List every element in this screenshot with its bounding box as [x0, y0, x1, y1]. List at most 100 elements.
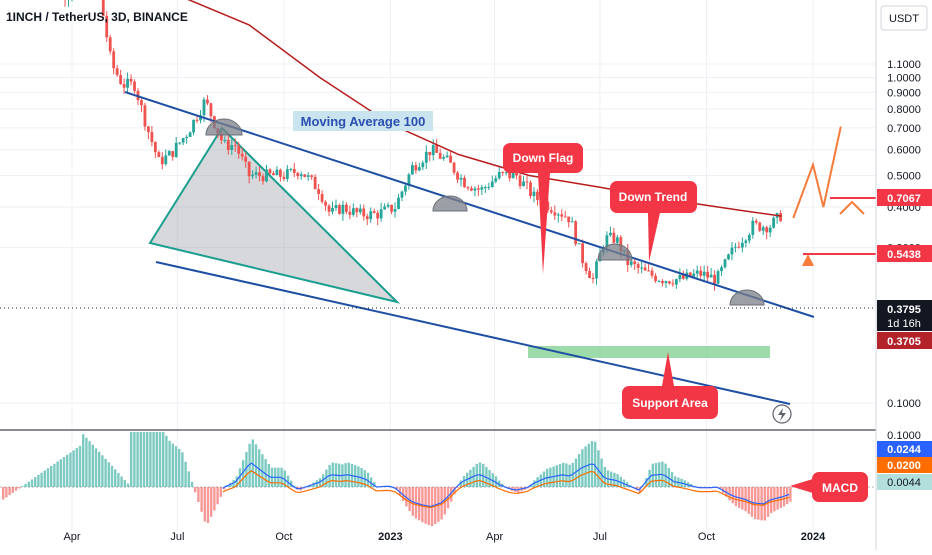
candle-body	[633, 261, 637, 265]
macd-histogram-bar	[574, 458, 578, 487]
macd-histogram-bar	[242, 460, 245, 487]
candle-body	[320, 193, 324, 202]
candle-body	[674, 279, 678, 285]
candle-body	[470, 188, 473, 191]
macd-histogram-bar	[290, 480, 293, 487]
candle-body	[105, 15, 109, 38]
macd-histogram-bar	[398, 487, 402, 496]
candle-body	[126, 78, 129, 88]
macd-histogram-bar	[366, 472, 370, 487]
svg-text:0.5438: 0.5438	[887, 249, 921, 261]
macd-histogram-bar	[101, 455, 104, 487]
candle-body	[199, 115, 202, 121]
candle-body	[404, 185, 407, 192]
macd-histogram-bar	[91, 444, 94, 487]
svg-text:1d 16h: 1d 16h	[887, 318, 921, 330]
time-tick-label: Apr	[63, 531, 80, 543]
candle-body	[160, 157, 164, 165]
candle-body	[272, 173, 275, 176]
candle-body	[640, 267, 644, 269]
candle-body	[723, 259, 727, 268]
macd-histogram-bar	[8, 487, 11, 496]
candle-body	[699, 270, 703, 276]
candle-body	[334, 205, 338, 208]
macd-histogram-bar	[50, 466, 53, 487]
currency-button[interactable]	[880, 5, 928, 31]
candle-body	[424, 151, 428, 163]
candle-body	[428, 151, 432, 156]
macd-histogram-bar	[254, 444, 258, 487]
candle-body	[657, 281, 661, 283]
macd-histogram-bar	[286, 475, 290, 487]
candle-body	[369, 211, 373, 220]
price-tick-label: 0.7000	[887, 123, 921, 135]
macd-histogram-bar	[2, 487, 5, 500]
macd-histogram-bar	[149, 432, 152, 487]
macd-histogram-bar	[526, 487, 530, 489]
macd-histogram-bar	[66, 454, 69, 487]
candle-body	[414, 165, 418, 171]
candle-body	[202, 99, 206, 116]
macd-histogram-bar	[11, 487, 14, 493]
candle-body	[570, 221, 574, 223]
macd-histogram-bar	[530, 484, 533, 487]
macd-histogram-bar	[168, 440, 171, 487]
candle-body	[494, 178, 498, 182]
candle-body	[379, 209, 383, 219]
macd-histogram-bar	[232, 480, 235, 487]
candle-body	[115, 68, 119, 75]
time-tick-label: Oct	[275, 531, 292, 543]
macd-histogram-bar	[104, 458, 107, 487]
macd-histogram-bar	[370, 477, 373, 487]
support-area-callout: Support Area	[622, 352, 718, 419]
candle-body	[157, 152, 161, 158]
candle-body	[209, 103, 213, 117]
macd-histogram-bar	[98, 451, 101, 487]
price-tick-label: 0.6000	[887, 145, 921, 157]
chart-title: 1INCH / TetherUS, 3D, BINANCE	[6, 10, 188, 24]
macd-histogram-bar	[264, 459, 267, 487]
candle-body	[497, 171, 501, 179]
macd-histogram-bar	[638, 487, 642, 493]
candle-body	[383, 206, 387, 210]
candle-body	[365, 216, 369, 220]
macd-axis-tick: 0.1000	[887, 430, 921, 442]
candle-body	[313, 176, 317, 190]
macd-histogram-bar	[251, 439, 254, 487]
macd-histogram-bar	[158, 432, 162, 487]
candle-body	[240, 153, 244, 157]
price-tick-label: 1.0000	[887, 72, 921, 84]
macd-histogram-bar	[200, 487, 203, 512]
candle-body	[612, 232, 616, 243]
candle-body	[351, 208, 355, 215]
candle-body	[490, 181, 494, 187]
candle-body	[393, 208, 397, 212]
macd-histogram-bar	[219, 487, 222, 497]
macd-histogram-bar	[258, 449, 261, 487]
macd-histogram-bar	[107, 462, 110, 487]
candle-body	[581, 243, 584, 264]
macd-histogram-bar	[34, 477, 37, 487]
macd-histogram-bar	[197, 487, 200, 503]
candle-body	[445, 155, 449, 158]
macd-histogram-bar	[120, 476, 123, 487]
macd-histogram-bar	[46, 468, 50, 487]
macd-histogram-bar	[222, 487, 226, 490]
macd-histogram-bar	[600, 458, 603, 487]
resistance-touch-2	[432, 195, 468, 212]
candle-body	[504, 172, 508, 174]
macd-histogram-bar	[162, 432, 165, 487]
candle-body	[223, 139, 227, 141]
macd-histogram-bar	[203, 487, 206, 522]
candle-body	[480, 187, 484, 190]
macd-histogram-bar	[453, 487, 456, 495]
macd-line	[222, 462, 790, 508]
candle-body	[358, 208, 362, 213]
candle-body	[619, 237, 623, 252]
macd-histogram-bar	[318, 478, 322, 487]
candle-body	[695, 270, 699, 274]
macd-histogram-bar	[594, 441, 597, 487]
